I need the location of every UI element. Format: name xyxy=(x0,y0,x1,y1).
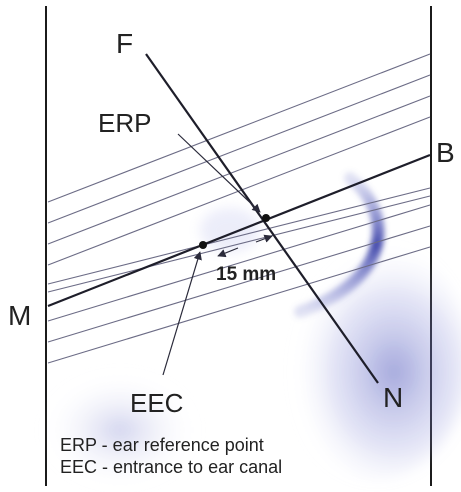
legend-eec: EEC - entrance to ear canal xyxy=(60,457,282,477)
mb-axis-line xyxy=(47,153,431,308)
fn-axis-line xyxy=(145,53,379,384)
label-eec: EEC xyxy=(130,388,183,418)
eec-point xyxy=(199,241,207,249)
erp-point xyxy=(262,214,270,222)
label-distance: 15 mm xyxy=(216,264,276,285)
label-n: N xyxy=(383,382,403,413)
label-b: B xyxy=(436,137,455,168)
legend-erp: ERP - ear reference point xyxy=(60,435,264,455)
label-f: F xyxy=(116,28,133,59)
erp-leader-arrow xyxy=(177,133,261,213)
tissue-shading xyxy=(40,172,461,490)
distance-dimension xyxy=(217,234,273,258)
legend: ERP - ear reference point EEC - entrance… xyxy=(60,435,282,477)
parallel-lines xyxy=(47,53,431,364)
label-erp: ERP xyxy=(98,108,151,138)
eec-leader-arrow xyxy=(162,251,202,376)
label-m: M xyxy=(8,300,31,331)
concha-arc-shadow xyxy=(294,172,385,318)
